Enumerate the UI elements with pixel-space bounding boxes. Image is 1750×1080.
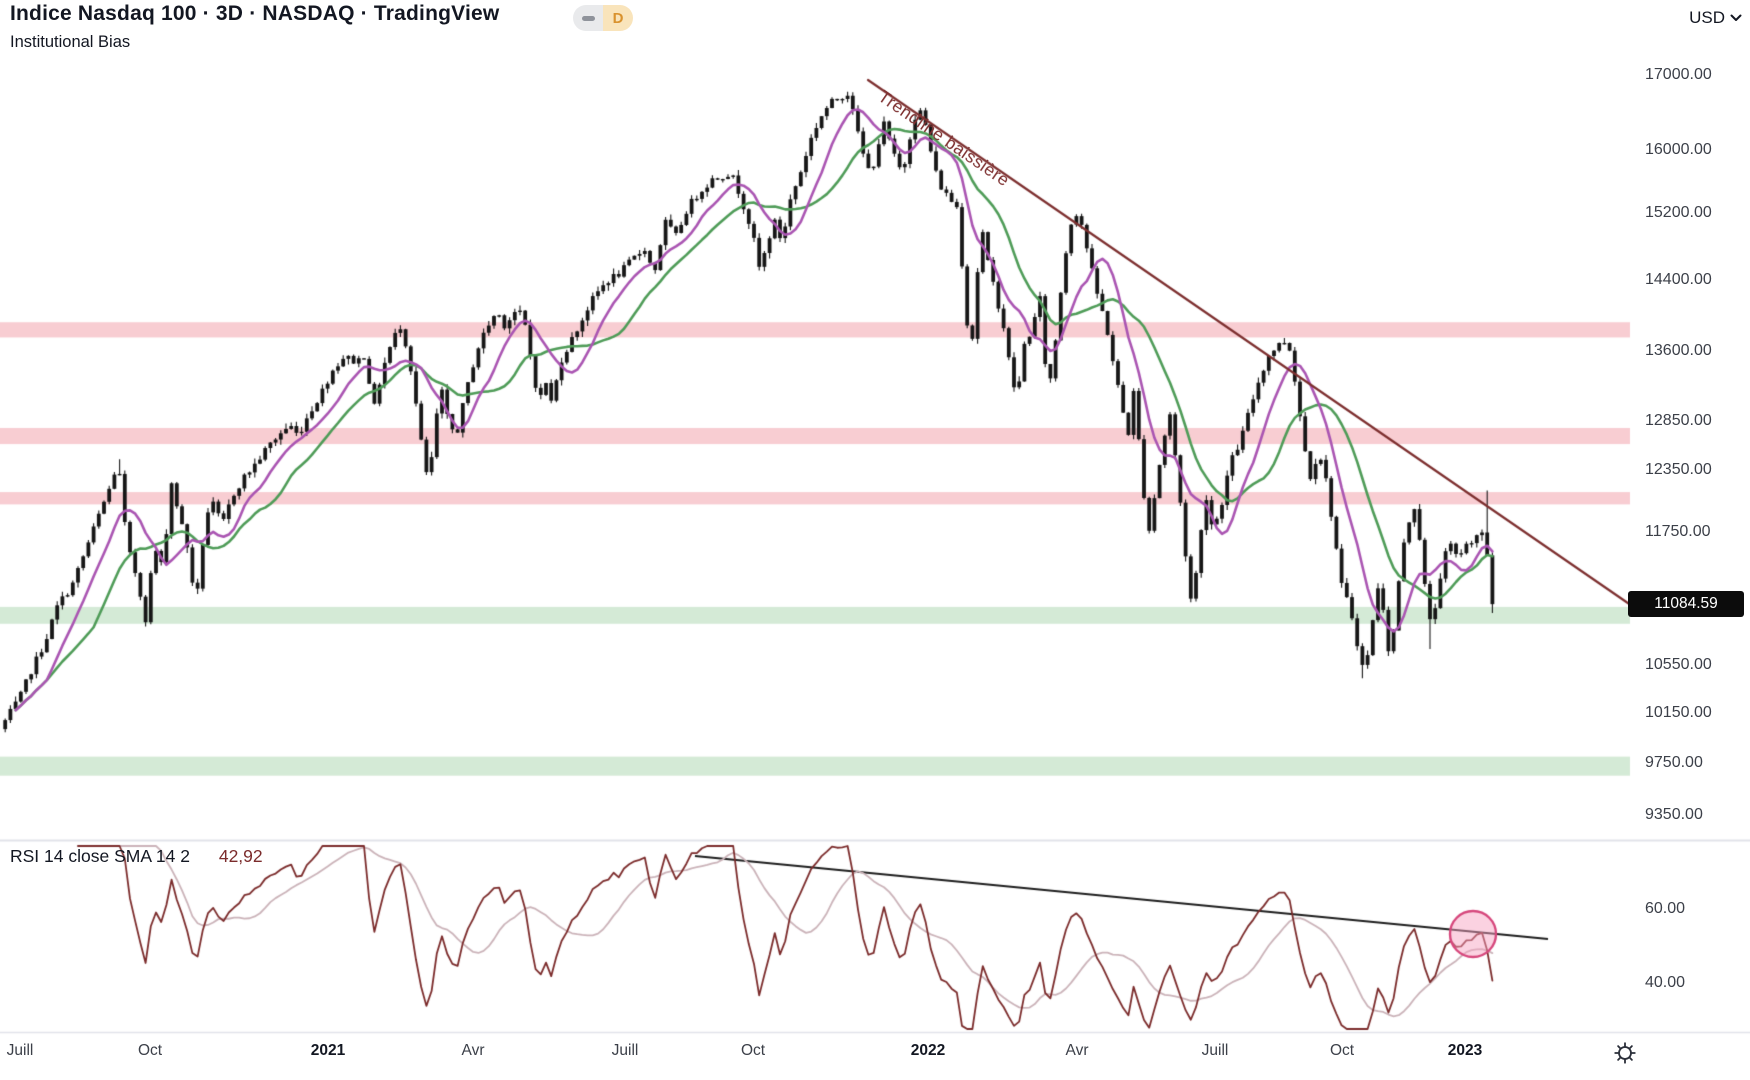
chart-header: Indice Nasdaq 100 · 3D · NASDAQ · Tradin… bbox=[10, 2, 499, 52]
rsi-legend: RSI 14 close SMA 14 2 42,92 bbox=[10, 846, 263, 867]
chart-title: Indice Nasdaq 100 · 3D · NASDAQ · Tradin… bbox=[10, 2, 500, 25]
bar-replay-icon[interactable] bbox=[573, 5, 603, 31]
time-axis-label: Juill bbox=[6, 1042, 34, 1059]
daily-timeframe-label[interactable]: D bbox=[603, 5, 633, 31]
timeframe-badge[interactable]: D bbox=[573, 5, 633, 31]
rsi-axis-tick: 60.00 bbox=[1645, 900, 1686, 917]
price-axis-tick: 10550.00 bbox=[1645, 656, 1712, 674]
price-axis-tick: 14400.00 bbox=[1645, 271, 1712, 289]
time-axis-label: Avr bbox=[1065, 1042, 1089, 1059]
last-price-tag: 11084.59 bbox=[1628, 591, 1744, 617]
price-axis-tick: 10150.00 bbox=[1645, 704, 1712, 722]
time-axis-label: Oct bbox=[1329, 1042, 1355, 1059]
price-axis-tick: 9750.00 bbox=[1645, 753, 1703, 771]
time-axis-label: Oct bbox=[740, 1042, 766, 1059]
price-axis-tick: 12850.00 bbox=[1645, 412, 1712, 430]
rsi-axis-tick: 40.00 bbox=[1645, 974, 1686, 991]
indicator-name-label: Institutional Bias bbox=[10, 33, 131, 51]
settings-gear-icon[interactable] bbox=[1612, 1040, 1638, 1066]
currency-label: USD bbox=[1689, 8, 1725, 27]
price-axis-tick: 12350.00 bbox=[1645, 461, 1712, 479]
time-axis-label: 2021 bbox=[310, 1042, 346, 1059]
rsi-value: 42,92 bbox=[218, 846, 263, 866]
price-axis-tick: 17000.00 bbox=[1645, 65, 1712, 83]
time-axis-label: 2023 bbox=[1447, 1042, 1483, 1059]
time-axis-label: Oct bbox=[137, 1042, 163, 1059]
price-axis-tick: 16000.00 bbox=[1645, 140, 1712, 158]
time-axis-label: 2022 bbox=[910, 1042, 946, 1059]
rsi-indicator-label: RSI 14 close SMA 14 2 bbox=[10, 846, 190, 866]
currency-selector[interactable]: USD bbox=[1689, 8, 1742, 28]
time-axis-label: Juill bbox=[611, 1042, 639, 1059]
price-axis-tick: 11750.00 bbox=[1645, 522, 1711, 540]
price-axis-tick: 13600.00 bbox=[1645, 342, 1712, 359]
chevron-down-icon bbox=[1730, 14, 1742, 21]
price-axis-tick: 15200.00 bbox=[1645, 204, 1712, 222]
price-axis-tick: 9350.00 bbox=[1645, 805, 1703, 823]
time-axis-label: Juill bbox=[1201, 1042, 1229, 1059]
time-axis-label: Avr bbox=[461, 1042, 485, 1059]
